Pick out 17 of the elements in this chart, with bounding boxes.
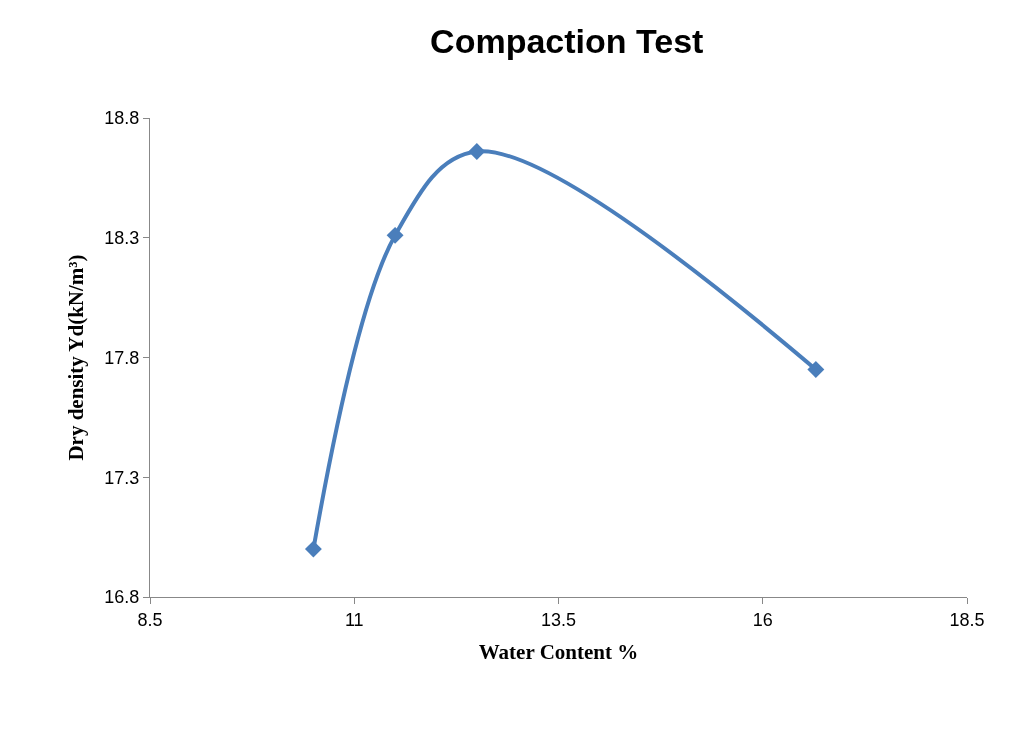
x-tick-label: 16 (752, 609, 773, 630)
y-tick-label: 17.3 (104, 467, 140, 488)
y-tick-label: 16.8 (104, 587, 140, 608)
y-axis-title: Dry density Yd(kN/m³) (63, 254, 88, 461)
point (304, 540, 322, 558)
y-tick-label: 18.3 (104, 228, 140, 249)
x-tick-label: 11 (344, 609, 364, 630)
y-tick-label: 18.8 (104, 108, 140, 129)
chart-title: Compaction Test (430, 22, 704, 61)
point (386, 226, 404, 244)
x-tick-label: 18.5 (949, 609, 985, 630)
x-axis-title: Water Content % (478, 639, 639, 664)
x-tick-label: 8.5 (137, 609, 163, 630)
point (468, 143, 486, 160)
point (807, 361, 825, 378)
y-tick-label: 17.8 (104, 347, 140, 368)
x-tick-label: 13.5 (540, 609, 577, 630)
